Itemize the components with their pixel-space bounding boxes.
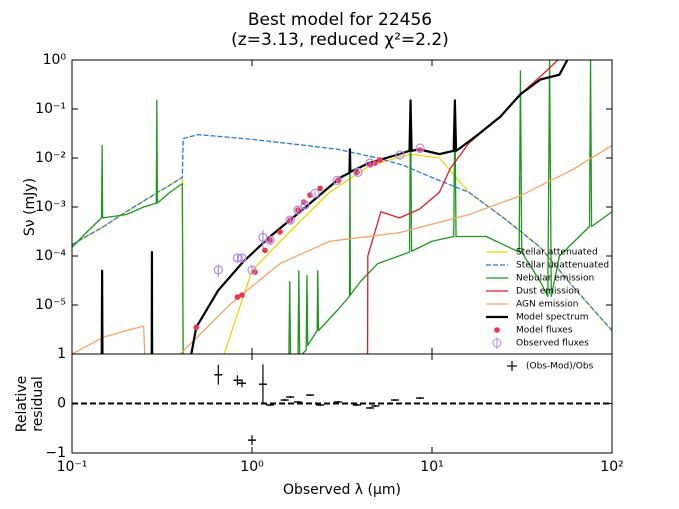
observed-flux: [247, 265, 257, 275]
legend-label: Nebular emission: [516, 274, 594, 284]
y-tick-label: 10⁻⁴: [35, 248, 66, 264]
residual-y-label: Relative: [14, 376, 30, 432]
x-tick-label: 10⁻¹: [57, 459, 88, 475]
y-tick-label: 10⁰: [43, 52, 67, 68]
x-axis-label: Observed λ (μm): [283, 482, 401, 498]
spectrum-line: [100, 60, 569, 354]
y-tick-label: 0: [57, 396, 66, 412]
y-tick-label: −1: [45, 445, 66, 461]
legend-label: AGN emission: [516, 300, 578, 310]
model-flux: [377, 157, 383, 163]
spectrum-line: [366, 60, 560, 354]
chart-title: Best model for 22456: [248, 10, 432, 30]
legend-label: Stellar unattenuated: [516, 261, 609, 271]
observed-flux: [293, 205, 303, 215]
y-tick-label: 10⁻¹: [35, 101, 66, 117]
observed-flux: [310, 188, 320, 198]
model-flux: [335, 177, 341, 184]
spectrum-line: [72, 144, 612, 354]
observed-flux: [365, 158, 375, 168]
observed-flux: [237, 253, 247, 263]
observed-flux: [265, 235, 275, 245]
model-flux: [234, 294, 241, 300]
y-tick-label: 10⁻⁵: [35, 297, 66, 313]
y-tick-label: 10⁻³: [35, 199, 66, 215]
residual-area: [72, 364, 612, 446]
observed-flux: [353, 167, 363, 177]
model-flux: [262, 247, 268, 254]
legend-label: Observed fluxes: [516, 339, 589, 349]
legend-marker: [492, 338, 502, 348]
legend-label: (Obs-Mod)/Obs: [526, 362, 594, 372]
model-flux: [317, 185, 323, 192]
model-flux: [277, 229, 283, 235]
y-tick-label: 1: [57, 346, 66, 362]
legend-marker: [494, 327, 500, 333]
model-flux: [193, 324, 200, 331]
y-axis-label: Sν (mJy): [22, 178, 38, 236]
observed-flux: [213, 265, 223, 275]
chart-subtitle: (z=3.13, reduced χ²=2.2): [231, 30, 449, 50]
y-tick-label: 10⁻²: [35, 150, 66, 166]
observed-flux: [332, 175, 342, 185]
x-tick-label: 10⁰: [240, 459, 264, 475]
spectrum-line: [72, 60, 612, 354]
residual-y-label: residual: [30, 376, 46, 431]
legend-label: Model fluxes: [516, 326, 573, 336]
x-tick-label: 10¹: [420, 459, 443, 475]
legend-label: Model spectrum: [516, 313, 588, 323]
observed-flux: [395, 150, 405, 160]
observed-flux: [300, 200, 310, 210]
legend-label: Dust emission: [516, 287, 580, 297]
plot-area: [72, 60, 612, 354]
observed-flux: [285, 215, 295, 225]
x-tick-label: 10²: [600, 459, 623, 475]
observed-flux: [415, 143, 425, 153]
legend-label: Stellar attenuated: [516, 248, 598, 258]
model-flux: [239, 292, 245, 298]
